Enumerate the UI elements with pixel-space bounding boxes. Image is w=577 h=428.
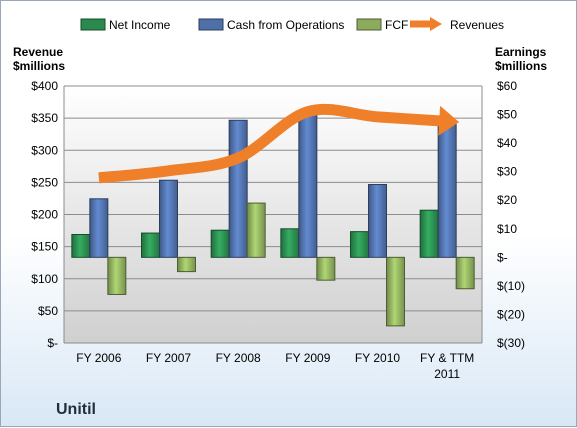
right-axis-title: Earnings xyxy=(495,45,547,59)
bar-net-income xyxy=(141,232,160,258)
right-tick-label: $40 xyxy=(497,136,517,150)
right-tick-label: $(30) xyxy=(497,336,525,350)
legend-swatch xyxy=(356,18,382,31)
left-tick-label: $- xyxy=(47,336,58,350)
right-tick-label: $(10) xyxy=(497,279,525,293)
legend-swatch xyxy=(198,18,224,31)
bar-fcf xyxy=(386,256,405,327)
legend-arrow xyxy=(430,17,442,31)
bar-cash-from-operations xyxy=(437,124,457,258)
right-tick-label: $50 xyxy=(497,108,517,122)
right-tick-label: $60 xyxy=(497,79,517,93)
revenues-arrowhead xyxy=(438,105,460,136)
left-axis-title: $millions xyxy=(13,59,65,73)
bar-net-income xyxy=(419,209,439,258)
category-label: FY 2009 xyxy=(285,351,330,365)
bar-net-income xyxy=(350,231,369,258)
bar-fcf xyxy=(246,202,266,258)
legend-label: FCF xyxy=(385,18,408,32)
legend-swatch xyxy=(80,18,106,31)
left-tick-label: $50 xyxy=(38,304,58,318)
bar-fcf xyxy=(107,256,127,295)
bar-fcf xyxy=(455,256,475,290)
bar-net-income xyxy=(280,228,300,258)
category-label: FY 2007 xyxy=(146,351,191,365)
bar-cash-from-operations xyxy=(159,179,178,258)
left-tick-label: $350 xyxy=(31,111,58,125)
left-tick-label: $150 xyxy=(31,240,58,254)
category-label: FY 2006 xyxy=(76,351,121,365)
left-tick-label: $100 xyxy=(31,272,58,286)
right-tick-label: $(20) xyxy=(497,307,525,321)
legend-label: Revenues xyxy=(450,18,504,32)
right-axis-title: $millions xyxy=(495,59,547,73)
bar-net-income xyxy=(210,229,230,258)
right-tick-label: $10 xyxy=(497,222,517,236)
right-tick-label: $20 xyxy=(497,193,517,207)
left-tick-label: $200 xyxy=(31,208,58,222)
category-label: 2011 xyxy=(434,367,460,381)
category-label: FY & TTM xyxy=(420,351,474,365)
right-tick-label: $30 xyxy=(497,165,517,179)
left-axis-title: Revenue xyxy=(13,45,63,59)
bar-cash-from-operations xyxy=(89,198,109,258)
bar-cash-from-operations xyxy=(298,111,318,258)
bar-net-income xyxy=(71,233,91,258)
category-label: FY 2010 xyxy=(355,351,400,365)
right-tick-label: $- xyxy=(497,250,508,264)
left-tick-label: $300 xyxy=(31,143,58,157)
left-tick-label: $250 xyxy=(31,175,58,189)
revenues-line xyxy=(98,103,448,184)
bar-cash-from-operations xyxy=(368,184,387,258)
legend-label: Net Income xyxy=(109,18,171,32)
bar-cash-from-operations xyxy=(228,119,248,258)
company-name: Unitil xyxy=(56,401,96,418)
bar-fcf xyxy=(316,256,336,281)
legend-label: Cash from Operations xyxy=(227,18,344,32)
category-label: FY 2008 xyxy=(216,351,261,365)
left-tick-label: $400 xyxy=(31,79,58,93)
bar-fcf xyxy=(177,256,196,273)
